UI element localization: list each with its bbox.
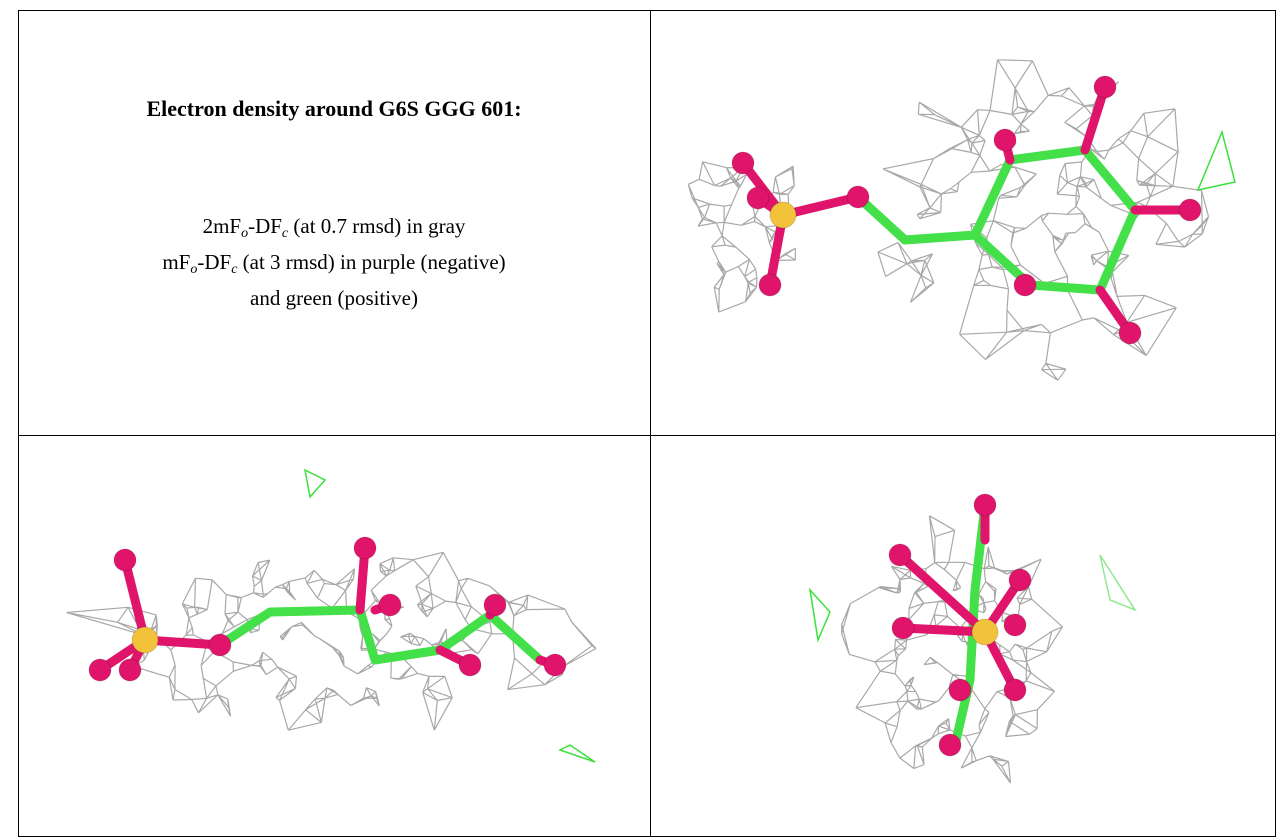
atom bbox=[892, 617, 914, 639]
atom bbox=[994, 129, 1016, 151]
atom bbox=[770, 202, 796, 228]
caption-text: -DF bbox=[197, 250, 231, 274]
molecules bbox=[89, 76, 1201, 756]
page: Electron density around G6S GGG 601: 2mF… bbox=[0, 0, 1276, 837]
atom bbox=[114, 549, 136, 571]
atom bbox=[379, 594, 401, 616]
positive-density bbox=[810, 590, 830, 640]
caption-text: mF bbox=[162, 250, 190, 274]
atom bbox=[1004, 679, 1026, 701]
positive-density bbox=[560, 745, 595, 762]
title: Electron density around G6S GGG 601: bbox=[18, 96, 650, 122]
mesh bbox=[878, 60, 1209, 380]
atom bbox=[1014, 274, 1036, 296]
atom bbox=[1094, 76, 1116, 98]
atom bbox=[209, 634, 231, 656]
atom bbox=[132, 627, 158, 653]
atom bbox=[732, 152, 754, 174]
caption-text: (at 3 rmsd) in purple (negative) bbox=[237, 250, 505, 274]
atom bbox=[972, 619, 998, 645]
atom bbox=[1179, 199, 1201, 221]
caption-text: (at 0.7 rmsd) in gray bbox=[288, 214, 465, 238]
atom bbox=[459, 654, 481, 676]
atom bbox=[1004, 614, 1026, 636]
positive-density bbox=[1100, 555, 1135, 610]
atom bbox=[949, 679, 971, 701]
bond bbox=[858, 150, 1135, 290]
atom bbox=[484, 594, 506, 616]
caption-text: and green (positive) bbox=[250, 286, 418, 310]
figure bbox=[0, 0, 1276, 837]
positive-density bbox=[305, 470, 325, 497]
caption-text: 2mF bbox=[203, 214, 242, 238]
atom bbox=[89, 659, 111, 681]
atom bbox=[939, 734, 961, 756]
atom bbox=[847, 186, 869, 208]
atom bbox=[1009, 569, 1031, 591]
caption-line: 2mFo-DFc (at 0.7 rmsd) in gray bbox=[18, 208, 650, 244]
atom bbox=[759, 274, 781, 296]
atom bbox=[747, 187, 769, 209]
caption-line: mFo-DFc (at 3 rmsd) in purple (negative) bbox=[18, 244, 650, 280]
atom bbox=[974, 494, 996, 516]
atom bbox=[889, 544, 911, 566]
caption-text: -DF bbox=[248, 214, 282, 238]
caption-line: and green (positive) bbox=[18, 280, 650, 316]
atom bbox=[119, 659, 141, 681]
atom bbox=[544, 654, 566, 676]
atom bbox=[354, 537, 376, 559]
atom bbox=[1119, 322, 1141, 344]
positive-density bbox=[1198, 132, 1235, 190]
